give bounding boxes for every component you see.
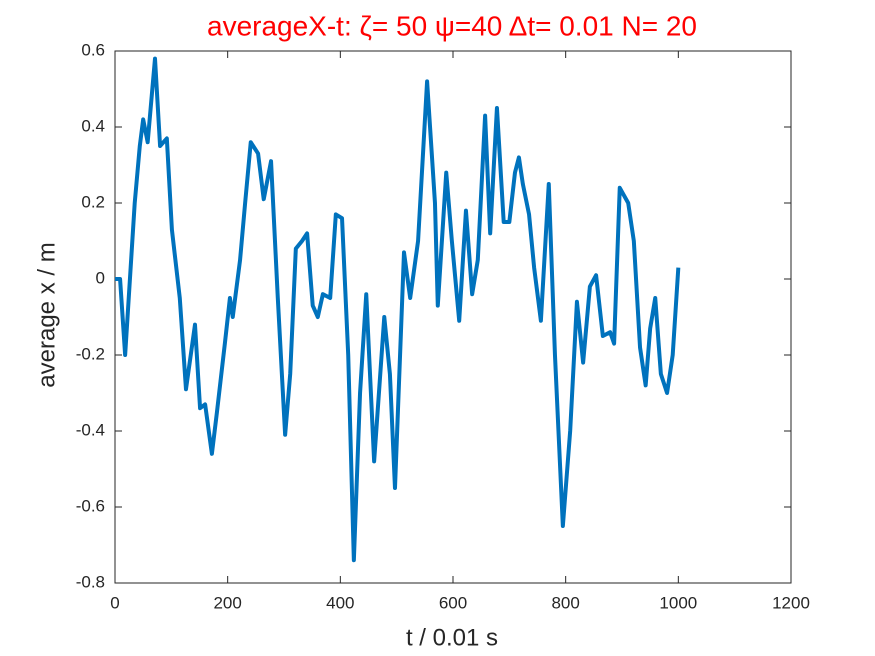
- x-tick-label: 0: [110, 593, 119, 612]
- x-tick-label: 400: [326, 593, 354, 612]
- x-tick-label: 800: [551, 593, 579, 612]
- data-line: [115, 56, 681, 563]
- x-axis-label: t / 0.01 s: [406, 624, 498, 651]
- y-tick-label: 0.2: [81, 192, 105, 211]
- chart-title: averageX-t: ζ= 50 ψ=40 Δt= 0.01 N= 20: [207, 10, 697, 41]
- x-tick-label: 200: [213, 593, 241, 612]
- y-axis-label: average x / m: [33, 242, 60, 387]
- x-tick-label: 600: [439, 593, 467, 612]
- y-tick-label: -0.8: [76, 572, 105, 591]
- x-tick-label: 1000: [659, 593, 697, 612]
- y-tick-label: 0: [96, 268, 105, 287]
- y-tick-label: -0.6: [76, 496, 105, 515]
- y-tick-label: -0.4: [76, 420, 105, 439]
- x-tick-label: 1200: [772, 593, 810, 612]
- y-tick-label: 0.6: [81, 40, 105, 59]
- y-tick-label: 0.4: [81, 116, 105, 135]
- y-tick-label: -0.2: [76, 344, 105, 363]
